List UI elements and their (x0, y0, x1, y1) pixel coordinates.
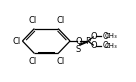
Text: O: O (91, 41, 98, 50)
Text: S: S (76, 45, 81, 54)
Text: O: O (91, 32, 98, 41)
Text: O: O (102, 32, 108, 41)
Text: Cl: Cl (56, 57, 64, 66)
Text: Cl: Cl (29, 16, 37, 25)
Text: CH₃: CH₃ (105, 43, 118, 49)
Text: CH₃: CH₃ (105, 33, 118, 39)
Text: Cl: Cl (13, 36, 21, 46)
Text: P: P (85, 36, 90, 46)
Text: Cl: Cl (56, 16, 65, 25)
Text: O: O (76, 36, 82, 46)
Text: Cl: Cl (29, 57, 37, 66)
Text: O: O (102, 41, 108, 50)
